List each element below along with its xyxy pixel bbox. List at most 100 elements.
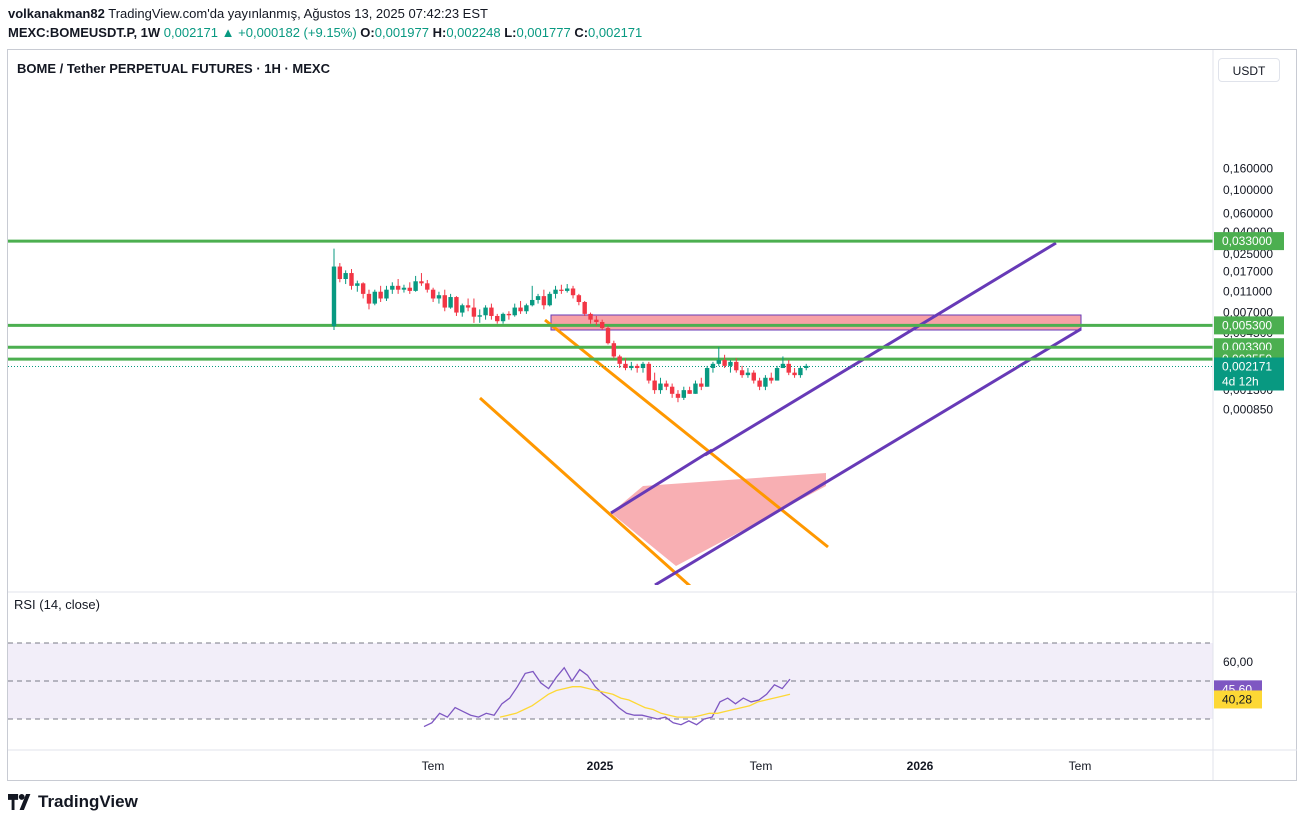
candle-body[interactable]: [518, 307, 523, 312]
candle-body[interactable]: [763, 377, 768, 387]
candle-body[interactable]: [594, 319, 599, 323]
candle-body[interactable]: [634, 365, 640, 369]
candle-body[interactable]: [413, 281, 418, 291]
candle-body[interactable]: [693, 383, 698, 394]
candle-body[interactable]: [652, 380, 657, 391]
candle-body[interactable]: [798, 368, 803, 376]
candle-body[interactable]: [611, 343, 617, 357]
candle-body[interactable]: [565, 288, 570, 291]
candle-body[interactable]: [553, 289, 558, 294]
candle-body[interactable]: [337, 266, 343, 280]
candle-body[interactable]: [448, 297, 453, 308]
last-price-tag: [1214, 357, 1284, 391]
candle-body[interactable]: [471, 307, 477, 317]
candle-body[interactable]: [734, 361, 739, 371]
candle-body[interactable]: [360, 283, 366, 294]
candle-body[interactable]: [629, 365, 634, 369]
candle-body[interactable]: [599, 322, 605, 329]
candle-body[interactable]: [704, 368, 710, 387]
candle-body[interactable]: [465, 305, 471, 308]
level-price-tag: [1214, 232, 1284, 251]
tradingview-brand[interactable]: TradingView: [8, 792, 138, 812]
candle-body[interactable]: [646, 363, 652, 381]
candle-body[interactable]: [739, 370, 745, 376]
candle-body[interactable]: [623, 363, 628, 369]
rsi-indicator-title[interactable]: RSI (14, close): [14, 597, 100, 612]
candle-body[interactable]: [559, 289, 564, 291]
candle-body[interactable]: [460, 305, 465, 313]
candle-body[interactable]: [716, 360, 721, 364]
candle-body[interactable]: [792, 372, 797, 376]
candle-body[interactable]: [699, 383, 704, 387]
candle-body[interactable]: [769, 377, 774, 381]
candle-body[interactable]: [454, 297, 459, 313]
resistance-zone-rect[interactable]: [550, 314, 1082, 331]
candle-body[interactable]: [804, 365, 809, 369]
candle-body[interactable]: [617, 356, 622, 364]
rsi-ma-line[interactable]: [499, 686, 791, 718]
candle-body[interactable]: [757, 380, 762, 387]
candle-body[interactable]: [710, 363, 716, 369]
candle-body[interactable]: [477, 315, 482, 317]
candle-body[interactable]: [751, 372, 756, 381]
candle-body[interactable]: [669, 386, 675, 394]
publish-info: volkanakman82 TradingView.com'da yayınla…: [8, 6, 488, 21]
candle-body[interactable]: [343, 273, 348, 280]
candle-body[interactable]: [425, 283, 430, 290]
candle-body[interactable]: [512, 307, 517, 316]
candle-body[interactable]: [547, 293, 552, 306]
candle-body[interactable]: [506, 313, 512, 316]
candle-body[interactable]: [541, 296, 547, 306]
candle-body[interactable]: [722, 360, 727, 366]
accumulation-zone[interactable]: [611, 473, 826, 566]
candle-body[interactable]: [436, 295, 442, 299]
candle-body[interactable]: [675, 393, 681, 398]
candle-body[interactable]: [605, 328, 611, 344]
candle-body[interactable]: [430, 289, 436, 299]
candle-body[interactable]: [745, 372, 751, 376]
candle-body[interactable]: [419, 281, 424, 284]
candle-body[interactable]: [407, 287, 412, 291]
candle-body[interactable]: [442, 295, 447, 308]
candle-body[interactable]: [366, 293, 372, 304]
candle-body[interactable]: [728, 361, 733, 366]
rsi-line[interactable]: [423, 666, 791, 728]
candle-body[interactable]: [535, 296, 541, 300]
candle-body[interactable]: [681, 390, 686, 398]
change-text: ▲ +0,000182 (+9.15%): [221, 25, 357, 40]
candle-body[interactable]: [780, 363, 786, 369]
bar-countdown-label: 4d 12h: [1222, 375, 1259, 389]
ascending-channel-lower[interactable]: [654, 327, 1082, 585]
candle-body[interactable]: [576, 295, 582, 303]
candle-body[interactable]: [687, 390, 692, 394]
candle-body[interactable]: [640, 363, 646, 369]
candle-body[interactable]: [582, 302, 587, 314]
candle-body[interactable]: [588, 313, 593, 320]
candle-body[interactable]: [786, 363, 791, 373]
candle-body[interactable]: [495, 315, 500, 322]
triangle-top-line[interactable]: [610, 448, 713, 515]
ascending-channel-upper[interactable]: [704, 241, 1057, 457]
candle-body[interactable]: [489, 307, 494, 316]
currency-button[interactable]: USDT: [1218, 58, 1280, 82]
candle-body[interactable]: [570, 288, 576, 296]
candle-body[interactable]: [395, 285, 401, 290]
candle-body[interactable]: [372, 291, 378, 304]
candle-body[interactable]: [349, 273, 354, 286]
candle-body[interactable]: [384, 289, 389, 299]
candle-body[interactable]: [664, 383, 669, 387]
candle-body[interactable]: [774, 368, 780, 381]
candle-body[interactable]: [483, 307, 488, 316]
candle-body[interactable]: [401, 287, 407, 290]
author-name[interactable]: volkanakman82: [8, 6, 105, 21]
channel-lower-line[interactable]: [478, 396, 692, 586]
candle-body[interactable]: [500, 313, 506, 322]
candle-body[interactable]: [378, 291, 383, 299]
candle-body[interactable]: [355, 283, 360, 286]
candle-body[interactable]: [658, 383, 663, 391]
candle-body[interactable]: [390, 285, 395, 290]
candle-body[interactable]: [331, 266, 337, 327]
candle-body[interactable]: [524, 305, 529, 312]
candle-body[interactable]: [530, 299, 535, 306]
